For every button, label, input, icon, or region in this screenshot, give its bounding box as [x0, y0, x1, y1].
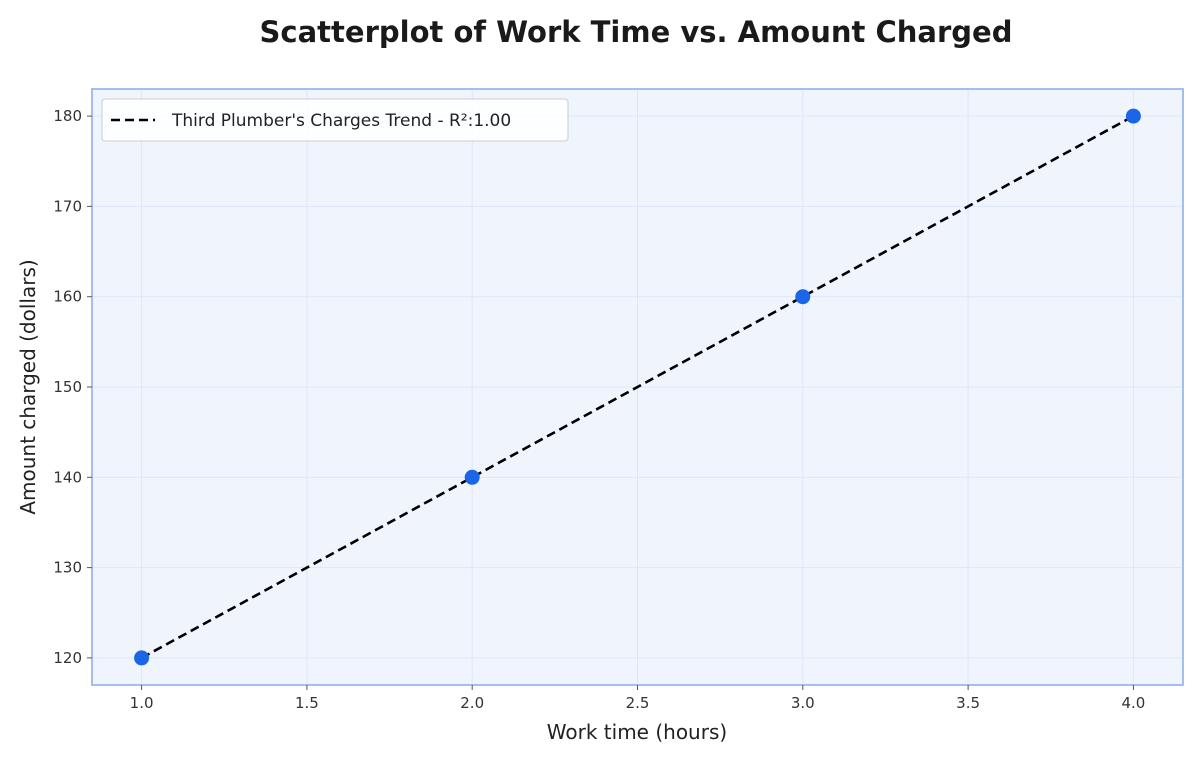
trend-line — [140, 114, 1135, 660]
y-tick-label: 170 — [53, 197, 82, 215]
y-tick-label: 160 — [53, 288, 82, 306]
x-axis-label: Work time (hours) — [547, 720, 727, 744]
x-tick-label: 2.5 — [626, 694, 650, 712]
x-tick-label: 2.0 — [460, 694, 484, 712]
data-point — [795, 289, 811, 305]
x-tick-label: 1.5 — [295, 694, 319, 712]
x-tick-label: 4.0 — [1121, 694, 1145, 712]
data-point — [134, 650, 150, 666]
y-tick-label: 150 — [53, 378, 82, 396]
chart-title: Scatterplot of Work Time vs. Amount Char… — [260, 15, 1013, 49]
legend: Third Plumber's Charges Trend - R²:1.00 — [101, 98, 569, 142]
legend-box — [101, 98, 569, 142]
data-point — [464, 469, 480, 485]
plot-area: 1.0 1.5 2.0 2.5 3.0 3.5 4.0 120 130 140 150 160 170 1… — [53, 88, 1184, 712]
y-tick-label: 180 — [53, 107, 82, 125]
x-tick-label: 3.0 — [791, 694, 815, 712]
y-axis-label: Amount charged (dollars) — [16, 259, 40, 514]
x-tick-label: 1.0 — [130, 694, 154, 712]
y-tick-label: 130 — [53, 559, 82, 577]
y-tick-label: 120 — [53, 649, 82, 667]
x-tick-label: 3.5 — [956, 694, 980, 712]
data-point — [1125, 108, 1141, 124]
y-tick-label: 140 — [53, 468, 82, 486]
legend-label: Third Plumber's Charges Trend - R²:1.00 — [171, 111, 511, 131]
